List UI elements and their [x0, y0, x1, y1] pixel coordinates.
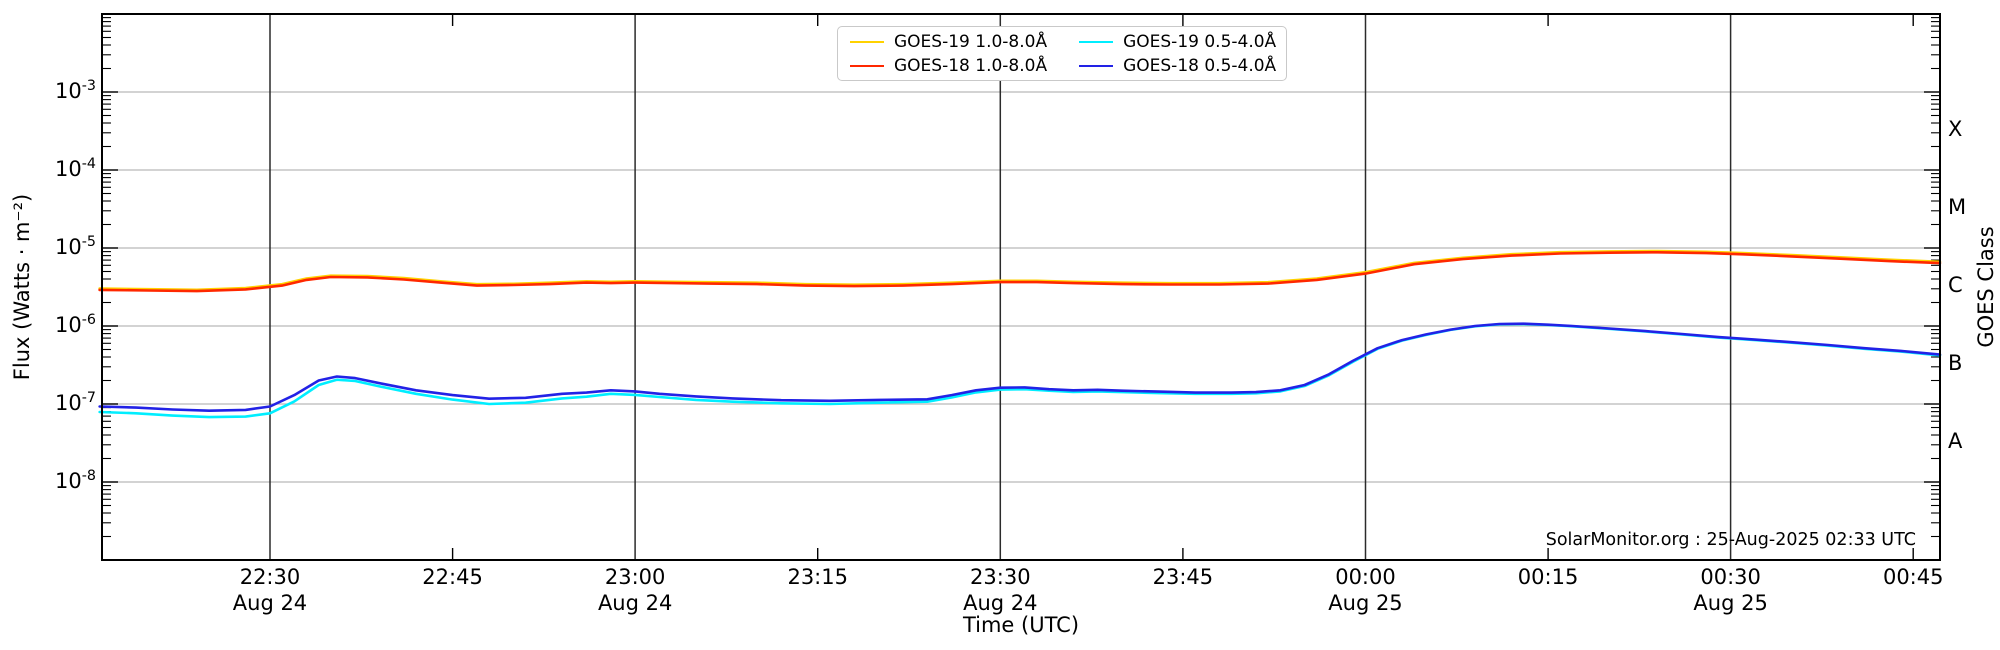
goes-class-letter: A [1948, 429, 1963, 453]
x-tick-day-label: Aug 25 [1693, 591, 1768, 615]
legend: GOES-19 1.0-8.0Å GOES-18 1.0-8.0Å GOES-19 … [837, 26, 1288, 81]
legend-item-label: GOES-18 0.5-4.0Å [1123, 55, 1277, 76]
x-tick-label: 22:30 [239, 565, 301, 589]
legend-item-goes19_short: GOES-19 0.5-4.0Å [1073, 31, 1276, 52]
legend-item-goes19_long: GOES-19 1.0-8.0Å [844, 31, 1047, 52]
series-goes19_short [98, 322, 1942, 419]
x-axis-title-time-utc: Time (UTC) [962, 613, 1080, 637]
x-tick-label: 23:30 [970, 565, 1031, 589]
legend-line-swatch [850, 40, 884, 43]
legend-line-swatch [1079, 40, 1114, 43]
series-goes18_long [98, 251, 1942, 293]
legend-line-swatch [850, 64, 884, 67]
series-goes19_long [98, 249, 1942, 292]
x-tick-label: 23:00 [604, 565, 666, 589]
goes-class-letter: M [1948, 195, 1967, 219]
y-tick-label: 10-4 [55, 156, 96, 181]
goes-class-letter: C [1948, 273, 1963, 297]
legend-item-label: GOES-18 1.0-8.0Å [894, 55, 1048, 76]
x-tick-label: 00:00 [1335, 565, 1396, 589]
x-tick-day-label: Aug 25 [1328, 591, 1403, 615]
legend-item-goes18_long: GOES-18 1.0-8.0Å [844, 55, 1047, 76]
y-tick-label: 10-3 [55, 78, 96, 103]
x-tick-label: 00:45 [1882, 565, 1944, 589]
y-axis-title-goes-class: GOES Class [1973, 226, 1998, 348]
plot-border [101, 13, 1941, 561]
legend-line-swatch [1079, 64, 1114, 67]
x-tick-label: 00:15 [1517, 565, 1579, 589]
x-tick-day-label: Aug 24 [232, 591, 308, 615]
legend-item-label: GOES-19 0.5-4.0Å [1123, 31, 1277, 52]
x-tick-label: 00:30 [1700, 565, 1761, 589]
y-tick-label: 10-7 [55, 390, 96, 415]
x-tick-label: 22:45 [422, 565, 483, 589]
x-tick-day-label: Aug 24 [597, 591, 673, 615]
y-tick-label: 10-8 [55, 468, 96, 493]
y-tick-label: 10-5 [55, 234, 96, 259]
y-axis-title-flux: Flux (Watts · m⁻²) [9, 193, 34, 381]
x-tick-label: 23:15 [787, 565, 848, 589]
legend-column: GOES-19 0.5-4.0Å GOES-18 0.5-4.0Å [1073, 31, 1276, 76]
series-goes18_short [98, 322, 1942, 412]
watermark-solarmonitor: SolarMonitor.org : 25-Aug-2025 02:33 UTC [1545, 530, 1916, 550]
x-tick-day-label: Aug 24 [963, 591, 1038, 615]
goes-class-letter: B [1948, 351, 1963, 375]
legend-column: GOES-19 1.0-8.0Å GOES-18 1.0-8.0Å [844, 31, 1047, 76]
legend-item-goes18_short: GOES-18 0.5-4.0Å [1073, 55, 1276, 76]
goes-class-letter: X [1948, 117, 1963, 141]
x-tick-label: 23:45 [1152, 565, 1214, 589]
y-tick-label: 10-6 [55, 312, 96, 337]
legend-item-label: GOES-19 1.0-8.0Å [894, 31, 1048, 52]
